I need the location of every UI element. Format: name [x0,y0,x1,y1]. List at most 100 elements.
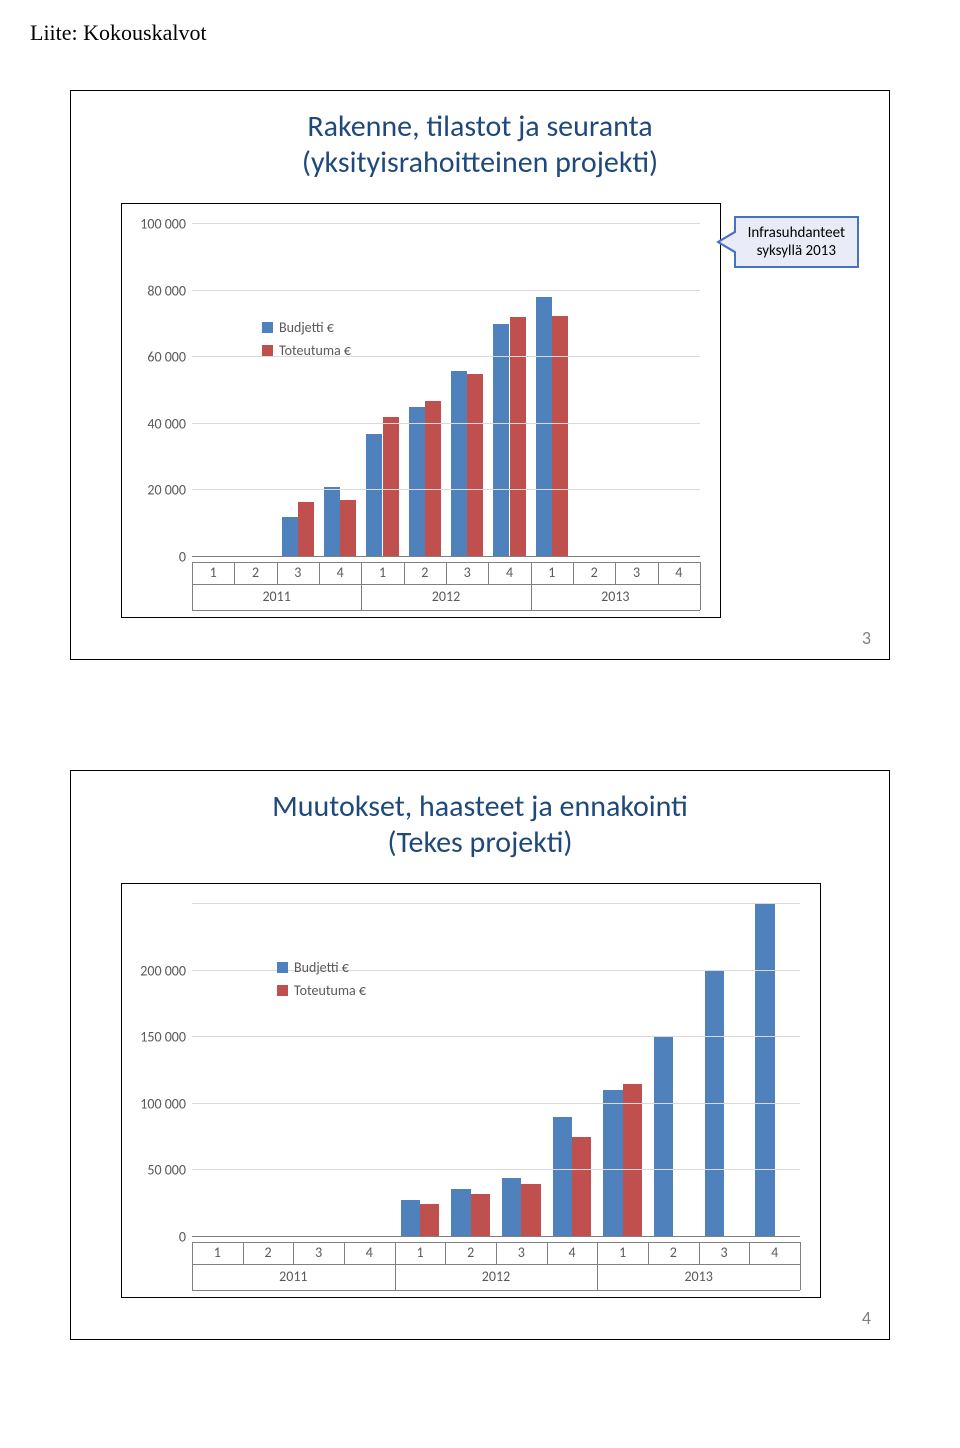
legend-budget-swatch [262,322,273,333]
bar-actual [623,1084,642,1237]
legend-actual: Toteutuma € [262,342,351,359]
legend-budget-label: Budjetti € [279,319,334,336]
slide-1-title: Rakenne, tilastot ja seuranta (yksityisr… [71,109,889,181]
x-quarter-label: 1 [214,1244,221,1261]
x-year-separator [531,562,532,610]
bar-budget [502,1178,521,1237]
slide-2-number: 4 [862,1307,871,1329]
legend-actual-label: Toteutuma € [279,342,351,359]
x-quarter-label: 4 [337,564,344,581]
gridline [192,290,700,291]
x-quarter-label: 4 [771,1244,778,1261]
legend-actual: Toteutuma € [277,982,366,999]
callout-infrasuhdanteet: Infrasuhdanteet syksyllä 2013 [734,216,859,268]
y-tick-label: 20 000 [147,482,186,499]
x-year-label: 2011 [262,588,290,605]
callout-line1: Infrasuhdanteet [748,224,845,242]
x-quarter-label: 2 [421,564,428,581]
legend-budget: Budjetti € [262,319,351,336]
x-year-label: 2011 [279,1268,307,1285]
x-separator [446,562,447,584]
slide-2-title-line1: Muutokset, haasteet ja ennakointi [272,788,688,825]
chart-2-x-labels: 123412341234201120122013 [192,1242,800,1297]
x-separator [445,1242,446,1264]
y-tick-label: 100 000 [140,216,186,233]
slide-2: Muutokset, haasteet ja ennakointi (Tekes… [70,770,890,1340]
slide-1: Rakenne, tilastot ja seuranta (yksityisr… [70,90,890,660]
gridline [192,423,700,424]
x-separator [319,562,320,584]
x-quarter-label: 3 [315,1244,322,1261]
chart-2: 050 000100 000150 000200 000 12341234123… [121,883,821,1298]
gridline [192,556,700,557]
x-year-separator [192,562,193,610]
bar-actual [420,1204,439,1237]
x-quarter-label: 3 [633,564,640,581]
y-tick-label: 150 000 [140,1029,186,1046]
slide-1-number: 3 [862,627,871,649]
x-quarter-label: 2 [264,1244,271,1261]
x-year-separator [800,1242,801,1290]
x-quarter-label: 4 [366,1244,373,1261]
x-year-separator [192,1242,193,1290]
bar-actual [383,417,399,557]
x-quarter-label: 4 [675,564,682,581]
bar-actual [552,316,568,557]
x-quarter-label: 3 [518,1244,525,1261]
y-tick-label: 200 000 [140,962,186,979]
bar-budget [451,1189,470,1237]
x-separator [749,1242,750,1264]
gridline [192,223,700,224]
legend-budget-swatch [277,962,288,973]
x-separator [699,1242,700,1264]
y-tick-label: 0 [179,549,186,566]
x-separator [488,562,489,584]
x-year-separator [361,562,362,610]
x-quarter-label: 2 [670,1244,677,1261]
x-quarter-label: 3 [294,564,301,581]
legend-actual-label: Toteutuma € [294,982,366,999]
gridline [192,1169,800,1170]
bar-budget [654,1037,673,1237]
bar-actual [521,1184,540,1237]
gridline [192,489,700,490]
x-year-separator [395,1242,396,1290]
bar-budget [603,1090,622,1237]
x-year-label: 2012 [432,588,460,605]
x-separator [277,562,278,584]
chart-1-legend: Budjetti € Toteutuma € [262,319,351,365]
x-year-separator [700,562,701,610]
x-separator [344,1242,345,1264]
callout-line2: syksyllä 2013 [757,242,836,260]
x-separator [496,1242,497,1264]
bar-actual [298,502,314,557]
y-tick-label: 0 [179,1229,186,1246]
x-quarter-label: 1 [416,1244,423,1261]
x-separator [658,562,659,584]
x-separator [234,562,235,584]
legend-actual-swatch [277,985,288,996]
x-year-label: 2013 [684,1268,712,1285]
x-quarter-label: 2 [252,564,259,581]
slide-2-title: Muutokset, haasteet ja ennakointi (Tekes… [71,789,889,861]
x-separator [648,1242,649,1264]
chart-1-plot: 020 00040 00060 00080 000100 000 [192,224,700,557]
bar-actual [510,317,526,557]
bar-budget [755,904,774,1237]
bar-budget [282,517,298,557]
x-year-label: 2013 [601,588,629,605]
bar-budget [401,1200,420,1237]
bar-budget [493,324,509,557]
bar-budget [451,371,467,557]
gridline [192,1236,800,1237]
x-separator [547,1242,548,1264]
x-quarter-label: 4 [506,564,513,581]
x-quarter-label: 2 [591,564,598,581]
x-separator [615,562,616,584]
x-separator [573,562,574,584]
y-tick-label: 60 000 [147,349,186,366]
x-quarter-label: 1 [619,1244,626,1261]
chart-2-bars [192,904,800,1237]
y-tick-label: 50 000 [147,1162,186,1179]
bar-actual [471,1194,490,1237]
